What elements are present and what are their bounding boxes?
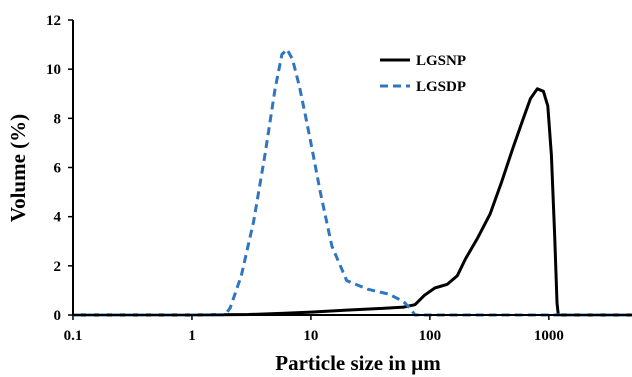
legend-label-lgsdp: LGSDP [416,79,466,95]
series-line-lgsnp [73,87,632,317]
y-axis-title: Volume (%) [6,114,30,222]
x-tick-label: 10 [303,328,318,344]
x-axis-ticks: 0.1 1 10 100 1000 [64,315,564,344]
legend: LGSNP LGSDP [380,53,466,95]
y-tick-label: 8 [54,111,62,127]
x-tick-label: 100 [419,328,442,344]
plot-lines [73,48,632,317]
y-tick-label: 10 [46,62,61,78]
x-tick-label: 1 [188,328,196,344]
y-tick-label: 0 [54,308,62,324]
y-tick-label: 4 [54,210,62,226]
axes [72,20,632,316]
series-line-lgsdp [73,48,632,317]
y-tick-label: 2 [54,259,62,275]
x-tick-label: 1000 [534,328,564,344]
y-tick-label: 6 [54,161,62,177]
y-axis-ticks: 0 2 4 6 8 10 12 [46,13,73,324]
x-axis-title: Particle size in µm [275,351,441,375]
legend-label-lgsnp: LGSNP [416,53,466,69]
x-tick-label: 0.1 [64,328,83,344]
y-tick-label: 12 [46,13,61,29]
